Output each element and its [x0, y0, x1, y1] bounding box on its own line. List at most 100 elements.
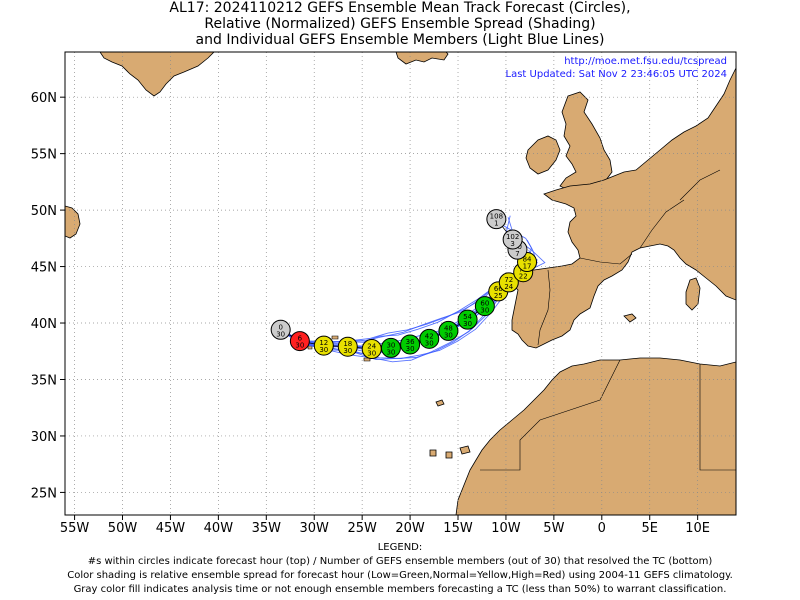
track-circle-fill [457, 309, 478, 330]
forecast-hour-label: 30 [386, 341, 395, 349]
member-count-label: 25 [494, 292, 503, 300]
title-line-3: and Individual GEFS Ensemble Members (Li… [195, 32, 605, 48]
forecast-hour-label: 60 [480, 300, 489, 308]
track-circle: 030 [270, 319, 291, 340]
forecast-hour-label: 72 [504, 276, 513, 284]
forecast-hour-label: 66 [494, 285, 503, 293]
tick-label-lon: 0 [598, 521, 606, 536]
tick-label-lon: 55W [60, 521, 90, 536]
land-corsica-sardinia [685, 277, 701, 311]
tick-label-lon: 5W [543, 521, 564, 536]
tick-label-lon: 40W [204, 521, 234, 536]
tick-label-lon: 35W [252, 521, 282, 536]
title-line-1: AL17: 2024110212 GEFS Ensemble Mean Trac… [169, 0, 631, 16]
legend-line-3: Gray color fill indicates analysis time … [73, 584, 727, 595]
member-count-label: 30 [386, 348, 395, 356]
forecast-hour-label: 102 [506, 233, 519, 241]
land-iceland [395, 52, 449, 65]
forecast-hour-label: 54 [463, 313, 472, 321]
tick-label-lon: 20W [395, 521, 425, 536]
tick-label-lat: 50N [31, 204, 57, 219]
member-count-label: 17 [523, 263, 532, 271]
tick-label-lat: 30N [31, 430, 57, 445]
track-circle-fill [419, 328, 440, 349]
tick-label-lat: 55N [31, 148, 57, 163]
track-circle-fill [400, 334, 421, 355]
tick-label-lat: 60N [31, 91, 57, 106]
forecast-hour-label: 18 [343, 340, 352, 348]
land-africa [455, 357, 736, 515]
tick-label-lon: 30W [300, 521, 330, 536]
track-circle-fill [474, 296, 495, 317]
forecast-hour-label: 48 [444, 324, 453, 332]
tick-label-lon: 5E [641, 521, 658, 536]
member-count-label: 7 [515, 250, 519, 258]
tick-label-lon: 25W [347, 521, 377, 536]
track-circle-fill [337, 336, 358, 357]
tick-label-lon: 10W [491, 521, 521, 536]
track-circle-fill [313, 335, 334, 356]
land-madeira [435, 399, 445, 407]
member-count-label: 30 [319, 346, 328, 354]
tick-label-lat: 45N [31, 261, 57, 276]
land-europe-iberia [509, 52, 736, 349]
track-circle-fill [438, 320, 459, 341]
credit-url: http://moe.met.fsu.edu/tcspread [564, 56, 727, 67]
legend-heading: LEGEND: [377, 542, 423, 553]
track-circle-fill [380, 337, 401, 358]
land-greenland [99, 52, 215, 97]
country-borders [480, 169, 736, 471]
credit-updated: Last Updated: Sat Nov 2 23:46:05 UTC 202… [505, 69, 727, 80]
member-count-label: 30 [367, 349, 376, 357]
track-circle-fill [498, 272, 519, 293]
member-count-label: 1 [494, 220, 498, 228]
track-circle: 630 [289, 331, 310, 352]
member-count-label: 30 [276, 330, 285, 338]
legend-line-1: #s within circles indicate forecast hour… [87, 556, 713, 567]
land-canary-islands [429, 445, 471, 459]
map-frame [64, 51, 737, 516]
title-line-2: Relative (Normalized) GEFS Ensemble Spre… [204, 16, 596, 32]
forecast-hour-label: 36 [406, 338, 415, 346]
member-count-label: 30 [480, 307, 489, 315]
tick-label-lon: 15W [443, 521, 473, 536]
land-azores [307, 335, 371, 362]
track-circle-fill [289, 331, 310, 352]
track-circle-fill [502, 229, 523, 250]
land-balearic [623, 313, 637, 323]
member-count-label: 3 [510, 240, 514, 248]
member-count-label: 30 [463, 320, 472, 328]
member-count-label: 30 [343, 347, 352, 355]
tick-label-lon: 50W [108, 521, 138, 536]
forecast-hour-label: 24 [367, 342, 376, 350]
member-count-label: 24 [504, 283, 513, 291]
member-count-label: 30 [425, 339, 434, 347]
forecast-hour-label: 12 [319, 339, 328, 347]
land-newfoundland [65, 205, 81, 239]
member-count-label: 30 [444, 331, 453, 339]
tick-label-lon: 10E [685, 521, 710, 536]
axis-ticks: 55W 50W 45W 40W 35W 30W 25W 20W 15W 10W 5W 0 5E 10E 25… [31, 91, 710, 536]
tick-label-lon: 45W [156, 521, 186, 536]
member-count-label: 30 [406, 345, 415, 353]
tick-label-lat: 25N [31, 486, 57, 501]
tick-label-lat: 35N [31, 373, 57, 388]
forecast-hour-label: 42 [425, 332, 434, 340]
land-ireland [525, 135, 561, 175]
forecast-hour-label: 108 [490, 213, 503, 221]
member-count-label: 30 [295, 342, 304, 350]
legend-line-2: Color shading is relative ensemble sprea… [67, 570, 733, 581]
